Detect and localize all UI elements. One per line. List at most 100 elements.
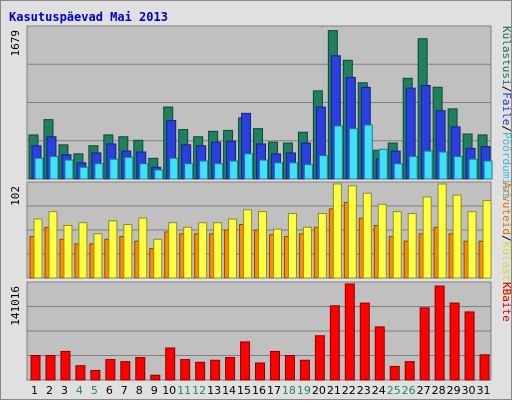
bar-middle-panel-külastusi-day-11 [183, 226, 193, 279]
bar-bottom-panel-kbaite-day-2 [45, 354, 56, 381]
bar-middle-panel-külastusi-day-22 [347, 185, 357, 279]
x-tick-label-25: 25 [387, 384, 401, 397]
legend-item: Pöördumisi [500, 132, 512, 198]
bar-top-panel-pöördumisi-day-13 [214, 163, 224, 180]
bar-middle-panel-külastusi-day-5 [93, 233, 103, 279]
bar-top-panel-pöördumisi-day-5 [94, 163, 104, 180]
bar-bottom-panel-kbaite-day-31 [479, 354, 490, 381]
bar-top-panel-pöördumisi-day-28 [438, 151, 448, 180]
bar-top-panel-pöördumisi-day-10 [169, 157, 179, 180]
x-tick-label-21: 21 [327, 384, 341, 397]
x-tick-label-10: 10 [162, 384, 176, 397]
x-tick-label-2: 2 [46, 384, 53, 397]
bottom-panel-ymax-label: 141016 [9, 286, 22, 326]
legend-item: / [500, 86, 512, 93]
bar-top-panel-pöördumisi-day-3 [64, 159, 74, 180]
bar-middle-panel-külastusi-day-8 [138, 217, 148, 279]
bar-bottom-panel-kbaite-day-8 [135, 357, 146, 381]
x-tick-label-19: 19 [297, 384, 311, 397]
bar-bottom-panel-kbaite-day-10 [165, 347, 176, 381]
bar-top-panel-pöördumisi-day-15 [244, 153, 254, 180]
bar-middle-panel-külastusi-day-29 [452, 194, 462, 279]
bar-middle-panel-külastusi-day-3 [63, 224, 73, 279]
bar-middle-panel-külastusi-day-31 [482, 200, 492, 279]
bar-middle-panel-külastusi-day-12 [198, 222, 208, 279]
legend-item: Faile [500, 92, 512, 125]
bar-top-panel-pöördumisi-day-9 [154, 169, 164, 180]
bar-top-panel-pöördumisi-day-31 [483, 160, 493, 180]
bar-bottom-panel-kbaite-day-29 [449, 302, 460, 381]
x-tick-label-6: 6 [106, 384, 113, 397]
bar-middle-panel-külastusi-day-10 [168, 222, 178, 279]
bar-middle-panel-külastusi-day-20 [317, 212, 327, 279]
x-tick-label-27: 27 [417, 384, 431, 397]
bar-top-panel-pöördumisi-day-7 [124, 156, 134, 180]
bar-middle-panel-külastusi-day-2 [48, 211, 58, 279]
bar-bottom-panel-kbaite-day-21 [329, 305, 340, 381]
x-tick-label-16: 16 [252, 384, 266, 397]
x-tick-label-11: 11 [177, 384, 191, 397]
middle-panel-legend: Arvuteid/Külastusi [500, 182, 512, 301]
bar-bottom-panel-kbaite-day-11 [180, 359, 191, 381]
bar-top-panel-pöördumisi-day-20 [318, 155, 328, 180]
legend-item: Arvuteid [500, 182, 512, 235]
bar-top-panel-pöördumisi-day-18 [288, 162, 298, 180]
x-tick-label-26: 26 [402, 384, 416, 397]
bar-top-panel-pöördumisi-day-21 [333, 125, 343, 180]
bar-middle-panel-külastusi-day-4 [78, 222, 88, 279]
bar-middle-panel-külastusi-day-23 [362, 192, 372, 279]
legend-item: KBaite [500, 282, 512, 322]
bar-top-panel-pöördumisi-day-16 [259, 159, 269, 180]
bar-top-panel-pöördumisi-day-25 [393, 163, 403, 180]
bar-bottom-panel-kbaite-day-16 [255, 362, 266, 381]
bar-bottom-panel-kbaite-day-13 [210, 359, 221, 381]
bar-top-panel-pöördumisi-day-30 [468, 158, 478, 180]
x-tick-label-17: 17 [267, 384, 281, 397]
middle-panel-ymax-label: 102 [9, 186, 22, 206]
bar-bottom-panel-kbaite-day-30 [464, 311, 475, 381]
legend-item: Külastusi [500, 26, 512, 86]
bar-middle-panel-külastusi-day-9 [153, 238, 163, 279]
bar-bottom-panel-kbaite-day-5 [90, 369, 101, 381]
x-tick-label-3: 3 [61, 384, 68, 397]
bar-bottom-panel-kbaite-day-6 [105, 359, 116, 381]
bar-top-panel-pöördumisi-day-11 [184, 163, 194, 180]
bar-top-panel-pöördumisi-day-2 [49, 156, 59, 180]
bar-middle-panel-külastusi-day-26 [407, 212, 417, 279]
bar-bottom-panel-kbaite-day-12 [195, 361, 206, 381]
x-tick-label-24: 24 [372, 384, 386, 397]
bar-middle-panel-külastusi-day-27 [422, 196, 432, 279]
legend-item: Külastusi [500, 242, 512, 302]
bar-bottom-panel-kbaite-day-23 [359, 302, 370, 381]
bar-top-panel-pöördumisi-day-8 [139, 163, 149, 180]
bar-middle-panel-külastusi-day-15 [243, 209, 253, 279]
bar-top-panel-pöördumisi-day-1 [34, 157, 44, 180]
legend-item: / [500, 235, 512, 242]
bar-bottom-panel-kbaite-day-28 [434, 285, 445, 381]
x-tick-label-4: 4 [76, 384, 83, 397]
bar-top-panel-pöördumisi-day-23 [363, 124, 373, 180]
bar-top-panel-pöördumisi-day-19 [303, 164, 313, 180]
bar-top-panel-pöördumisi-day-14 [229, 160, 239, 180]
bar-middle-panel-külastusi-day-24 [377, 203, 387, 279]
bar-bottom-panel-kbaite-day-27 [419, 307, 430, 381]
bar-middle-panel-külastusi-day-21 [332, 183, 342, 279]
bar-middle-panel-külastusi-day-30 [467, 211, 477, 279]
bar-bottom-panel-kbaite-day-26 [404, 361, 415, 381]
x-tick-label-1: 1 [31, 384, 38, 397]
chart-title: Kasutuspäevad Mai 2013 [9, 10, 168, 24]
x-tick-label-31: 31 [477, 384, 491, 397]
bar-top-panel-pöördumisi-day-29 [453, 156, 463, 180]
x-tick-label-20: 20 [312, 384, 326, 397]
x-tick-label-22: 22 [342, 384, 356, 397]
bar-top-panel-pöördumisi-day-22 [348, 128, 358, 180]
bar-bottom-panel-kbaite-day-24 [374, 326, 385, 381]
bar-middle-panel-külastusi-day-25 [392, 211, 402, 279]
bar-top-panel-pöördumisi-day-6 [109, 158, 119, 180]
bar-top-panel-pöördumisi-day-12 [199, 160, 209, 180]
bar-bottom-panel-kbaite-day-20 [314, 335, 325, 381]
x-tick-label-8: 8 [136, 384, 143, 397]
bar-top-panel-pöördumisi-day-26 [408, 156, 418, 180]
bar-middle-panel-külastusi-day-13 [213, 222, 223, 279]
